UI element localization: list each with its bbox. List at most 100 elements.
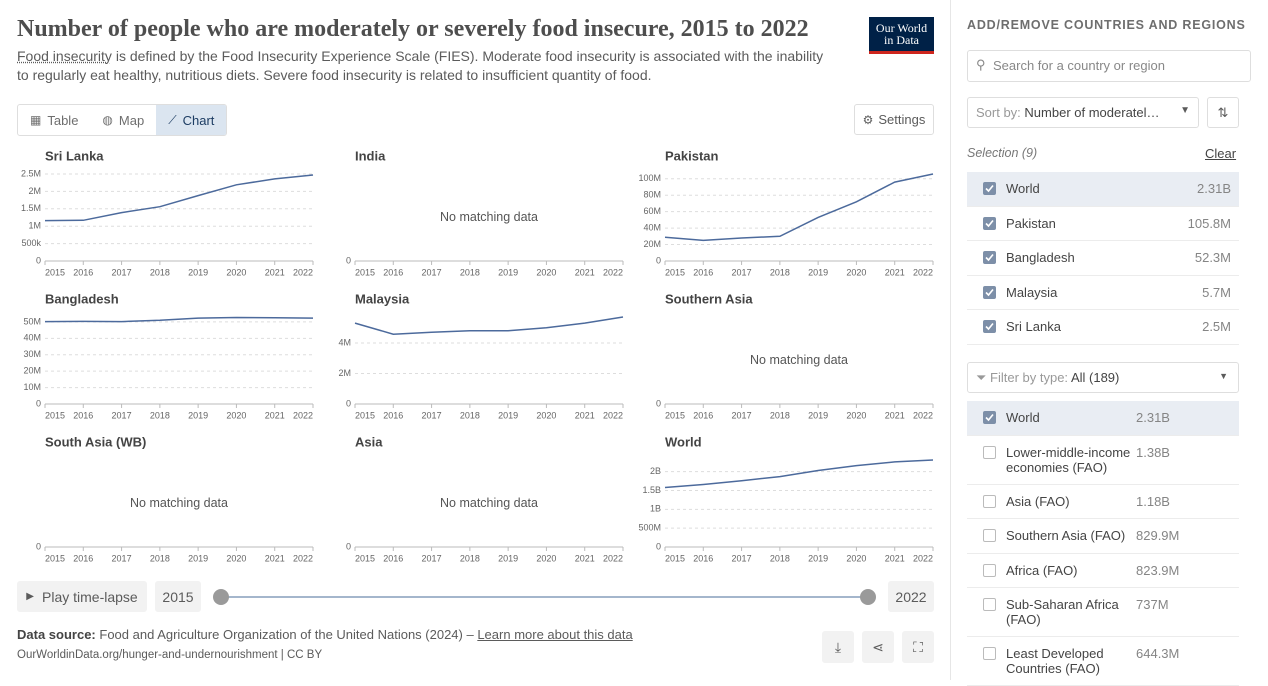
x-tick-label: 2015 (355, 410, 375, 420)
x-tick-label: 2019 (498, 410, 518, 420)
x-tick-label: 2020 (846, 267, 866, 277)
selected-row[interactable]: Malaysia 5.7M (967, 276, 1239, 311)
tab-icon: ◍ (102, 113, 112, 127)
subtitle-link[interactable]: Food insecurity (17, 48, 112, 64)
selection-count: Selection (9) (967, 146, 1037, 160)
y-tick-label: 1B (650, 504, 661, 514)
logo[interactable]: Our World in Data (869, 17, 934, 54)
entity-value: 52.3M (1195, 250, 1231, 265)
sort-value: Number of moderatel… (1024, 105, 1159, 120)
y-tick-label: 4M (338, 337, 351, 347)
x-tick-label: 2017 (732, 267, 752, 277)
y-tick-label: 1.5B (642, 485, 661, 495)
source-label: Data source: (17, 627, 96, 642)
y-tick-label: 100M (638, 173, 661, 183)
entity-value: 105.8M (1188, 216, 1231, 231)
x-tick-label: 2020 (226, 553, 246, 563)
entity-row[interactable]: Southern Asia (FAO) 829.9M (967, 519, 1239, 554)
x-tick-label: 2017 (112, 267, 132, 277)
entity-name: Southern Asia (FAO) (1006, 528, 1136, 543)
start-year: 2015 (155, 581, 201, 612)
x-tick-label: 2018 (460, 267, 480, 277)
entity-value: 2.31B (1197, 181, 1231, 196)
x-tick-label: 2019 (808, 410, 828, 420)
entity-row[interactable]: Sub-Saharan Africa (FAO) 737M (967, 588, 1239, 637)
selected-row[interactable]: Pakistan 105.8M (967, 207, 1239, 242)
source-link[interactable]: Learn more about this data (477, 627, 632, 642)
selected-row[interactable]: Bangladesh 52.3M (967, 241, 1239, 276)
x-tick-label: 2018 (150, 267, 170, 277)
search-placeholder: Search for a country or region (993, 58, 1165, 73)
panel-title: Sri Lanka (45, 148, 104, 163)
entity-name: World (1006, 181, 1197, 196)
checkbox[interactable] (983, 529, 996, 542)
no-data-note: No matching data (440, 496, 538, 510)
download-button[interactable]: ⤓ (822, 631, 854, 663)
y-tick-label: 50M (23, 316, 41, 326)
checkbox[interactable] (983, 320, 996, 333)
check (985, 253, 994, 262)
checkbox[interactable] (983, 182, 996, 195)
checkbox[interactable] (983, 446, 996, 459)
entity-row[interactable]: Africa (FAO) 823.9M (967, 554, 1239, 589)
tab[interactable]: ◍ Map (90, 105, 156, 135)
entity-row[interactable]: Asia (FAO) 1.18B (967, 485, 1239, 520)
settings-label: Settings (878, 112, 925, 127)
search-box[interactable]: ⚲ Search for a country or region (967, 50, 1251, 82)
data-line (355, 317, 623, 334)
checkbox[interactable] (983, 217, 996, 230)
sort-dropdown[interactable]: Sort by: Number of moderatel… ▼ (967, 97, 1199, 128)
no-data-note: No matching data (130, 496, 228, 510)
checkbox[interactable] (983, 286, 996, 299)
x-tick-label: 2018 (150, 410, 170, 420)
settings-button[interactable]: ⚙ Settings (854, 104, 934, 135)
tab-bar: ▦ Table ◍ Map ⟋ Chart (17, 104, 227, 136)
entity-row[interactable]: Lower-middle-income economies (FAO) 1.38B (967, 436, 1239, 485)
entity-row[interactable]: World 2.31B (967, 401, 1239, 436)
tab[interactable]: ⟋ Chart (156, 105, 226, 135)
y-tick-label: 0 (36, 541, 41, 551)
checkbox[interactable] (983, 495, 996, 508)
url-line: OurWorldinData.org/hunger-and-undernouri… (17, 649, 322, 661)
checkbox[interactable] (983, 598, 996, 611)
data-line (665, 174, 933, 240)
clear-button[interactable]: Clear (1205, 146, 1236, 161)
sidebar-title: ADD/REMOVE COUNTRIES AND REGIONS (967, 18, 1246, 32)
checkbox[interactable] (983, 564, 996, 577)
logo-line: in Data (869, 34, 934, 46)
x-tick-label: 2017 (732, 553, 752, 563)
checkbox[interactable] (983, 647, 996, 660)
fullscreen-button[interactable]: ⛶ (902, 631, 934, 663)
selected-row[interactable]: World 2.31B (967, 172, 1239, 207)
x-tick-label: 2018 (460, 410, 480, 420)
tab[interactable]: ▦ Table (18, 105, 90, 135)
x-tick-label: 2020 (226, 410, 246, 420)
y-tick-label: 0 (36, 398, 41, 408)
x-tick-label: 2022 (293, 267, 313, 277)
x-tick-label: 2017 (112, 553, 132, 563)
x-tick-label: 2020 (846, 553, 866, 563)
x-tick-label: 2021 (265, 410, 285, 420)
start-handle[interactable] (213, 589, 229, 605)
checkbox[interactable] (983, 411, 996, 424)
data-line (45, 318, 313, 322)
y-tick-label: 40M (23, 333, 41, 343)
y-tick-label: 10M (23, 382, 41, 392)
selected-row[interactable]: Sri Lanka 2.5M (967, 310, 1239, 345)
end-handle[interactable] (860, 589, 876, 605)
x-tick-label: 2016 (693, 410, 713, 420)
y-tick-label: 0 (656, 398, 661, 408)
share-button[interactable]: ⋖ (862, 631, 894, 663)
entity-row[interactable]: Least Developed Countries (FAO) 644.3M (967, 637, 1239, 686)
sort-order-button[interactable]: ⇅ (1207, 97, 1239, 128)
filter-dropdown[interactable]: ⏷ Filter by type: All (189) ▼ (967, 362, 1239, 393)
panel-title: India (355, 148, 386, 163)
x-tick-label: 2017 (422, 267, 442, 277)
filter-label-text: Filter by type: (990, 370, 1068, 385)
play-button[interactable]: ▶ Play time-lapse (17, 581, 147, 612)
entity-value: 823.9M (1136, 563, 1179, 578)
checkbox[interactable] (983, 251, 996, 264)
entity-value: 644.3M (1136, 646, 1179, 661)
x-tick-label: 2022 (603, 267, 623, 277)
